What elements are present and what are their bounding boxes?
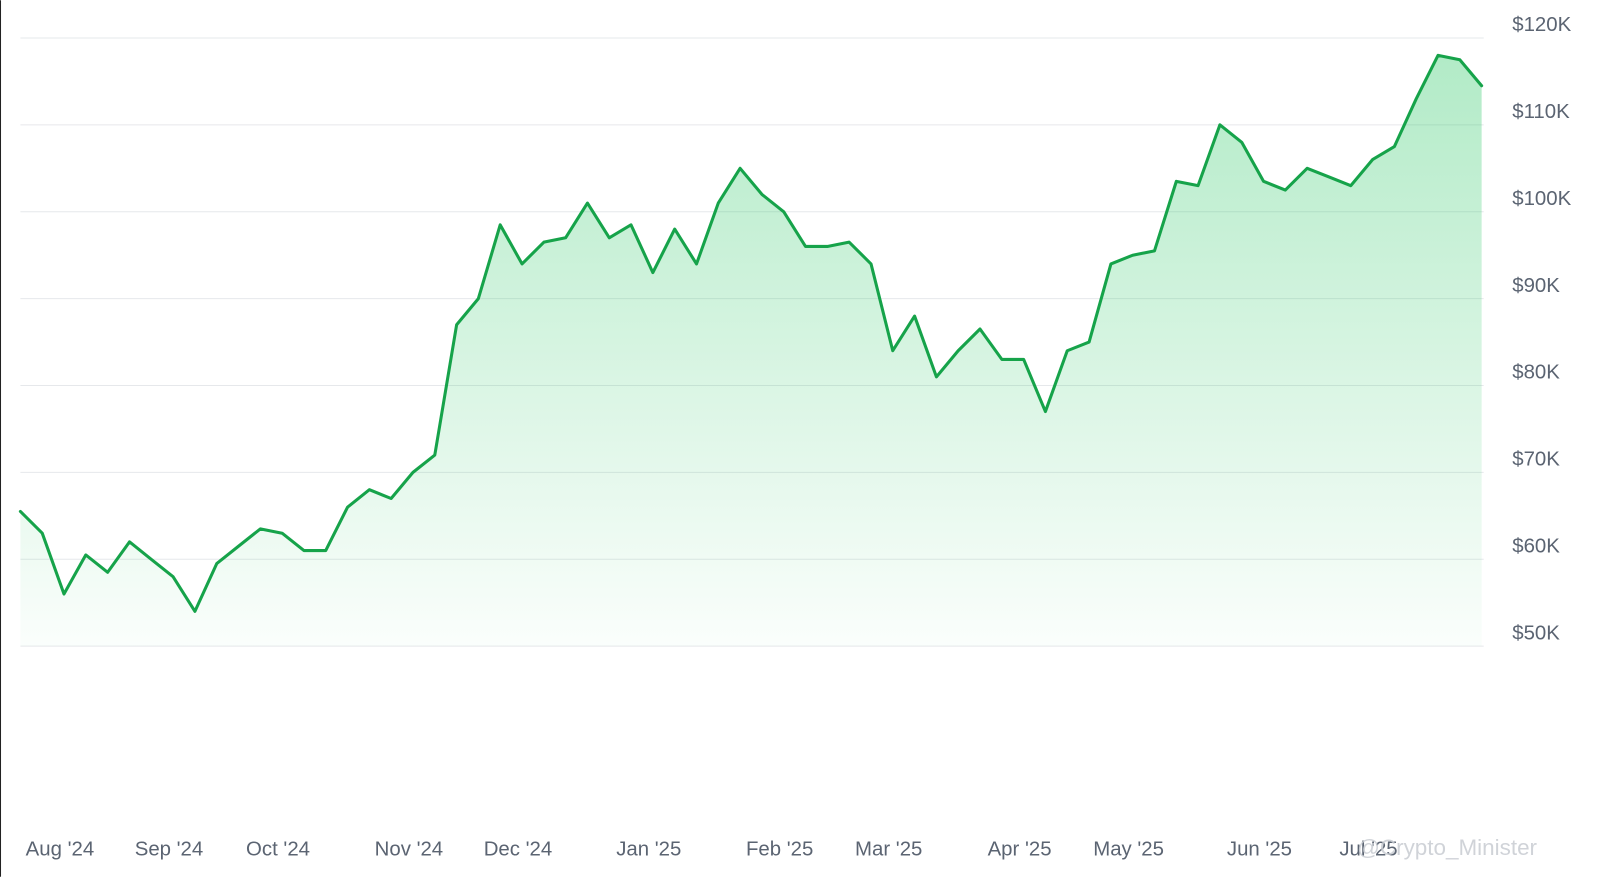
y-tick-label: $110K (1512, 101, 1570, 123)
x-tick-label: Feb '25 (746, 839, 813, 861)
x-tick-label: May '25 (1093, 839, 1164, 861)
watermark: @Crypto_Minister (1357, 835, 1537, 860)
x-tick-label: Jun '25 (1227, 839, 1292, 861)
price-line (18, 53, 1484, 613)
x-tick-label: Apr '25 (988, 839, 1052, 861)
y-tick-label: $120K (1512, 14, 1571, 36)
x-tick-label: Jan '25 (616, 839, 681, 861)
x-tick-label: Mar '25 (855, 839, 922, 861)
area-fill (20, 55, 1482, 647)
x-tick-label: Oct '24 (246, 839, 310, 861)
x-tick-label: Aug '24 (26, 839, 95, 861)
y-tick-label: $50K (1512, 622, 1560, 644)
y-tick-label: $70K (1512, 449, 1560, 471)
x-tick-label: Dec '24 (484, 839, 552, 861)
y-tick-label: $90K (1512, 275, 1560, 297)
y-tick-label: $100K (1512, 188, 1571, 210)
x-tick-label: Sep '24 (135, 839, 204, 861)
y-tick-label: $60K (1512, 535, 1560, 557)
x-tick-label: Nov '24 (375, 839, 444, 861)
y-tick-label: $80K (1512, 362, 1560, 384)
x-tick-label: Jul '25 (1339, 839, 1397, 861)
